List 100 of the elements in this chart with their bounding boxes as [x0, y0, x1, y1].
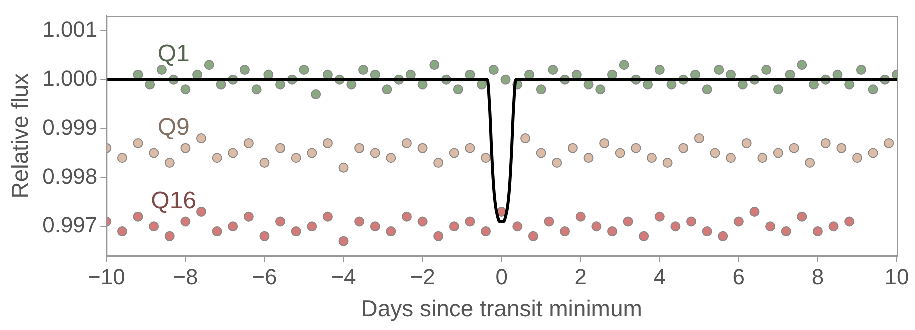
point	[465, 143, 476, 154]
point	[434, 158, 444, 168]
point	[600, 138, 610, 148]
point	[117, 153, 128, 164]
point	[536, 148, 546, 158]
y-tick-label: 1.001	[42, 16, 98, 42]
point	[338, 162, 349, 173]
x-tick-label: 2	[574, 264, 587, 290]
point	[465, 216, 476, 227]
point	[418, 216, 428, 227]
point	[291, 226, 302, 237]
point	[639, 231, 650, 242]
x-tick-label: 4	[654, 264, 666, 290]
point	[544, 216, 554, 227]
point	[844, 216, 855, 227]
point	[481, 153, 492, 164]
point	[576, 212, 586, 222]
x-tick-label: −2	[410, 264, 436, 290]
point	[196, 134, 206, 144]
x-tick-label: 10	[884, 264, 910, 290]
x-tick-label: 8	[812, 264, 824, 290]
point	[726, 153, 736, 164]
point	[805, 158, 816, 168]
point	[623, 216, 634, 227]
point	[164, 158, 175, 168]
point	[260, 158, 270, 168]
point	[212, 226, 222, 237]
point	[276, 216, 286, 227]
y-tick-label: 0.997	[42, 212, 98, 238]
point	[670, 222, 681, 232]
x-tick-label: −4	[331, 264, 356, 290]
point	[386, 226, 396, 237]
point	[133, 138, 144, 148]
point	[797, 212, 808, 222]
point	[528, 231, 538, 242]
point	[512, 222, 523, 232]
point	[520, 134, 531, 144]
point	[750, 206, 760, 217]
point	[694, 134, 704, 144]
point	[481, 226, 492, 237]
x-tick-label: −8	[173, 264, 198, 290]
point	[149, 222, 160, 232]
line-series	[106, 78, 897, 224]
point	[702, 226, 712, 237]
point	[164, 231, 175, 242]
point	[654, 212, 665, 222]
x-tick-label: 6	[732, 264, 746, 290]
point	[852, 153, 862, 164]
x-axis-title: Days since transit minimum	[361, 296, 642, 322]
point	[322, 138, 333, 148]
point	[789, 143, 800, 154]
point	[307, 148, 318, 158]
series-label: Q16	[151, 187, 197, 214]
point	[402, 138, 412, 148]
point	[646, 153, 657, 164]
point	[228, 148, 238, 158]
point	[180, 216, 191, 227]
point	[884, 138, 894, 148]
point	[434, 231, 444, 242]
point	[244, 138, 254, 148]
point	[812, 226, 823, 237]
point	[766, 222, 776, 232]
x-tick-label: −6	[252, 264, 278, 290]
series-label: Q9	[158, 114, 190, 141]
point	[228, 222, 238, 232]
y-tick-label: 1.000	[42, 66, 98, 91]
point	[276, 143, 286, 154]
point	[386, 153, 396, 164]
point	[718, 231, 728, 242]
point	[354, 143, 365, 154]
point	[568, 143, 578, 154]
y-tick-label: 0.999	[42, 114, 98, 140]
series-label: Q1	[158, 40, 190, 68]
x-tick-label: 0	[496, 264, 508, 290]
point	[322, 212, 333, 222]
point	[742, 138, 752, 148]
point	[117, 226, 128, 237]
y-axis-title: Relative flux	[7, 72, 34, 199]
point	[552, 158, 562, 168]
point	[820, 138, 831, 148]
point	[149, 148, 160, 158]
point	[180, 143, 191, 154]
point	[781, 226, 792, 237]
point	[370, 222, 380, 232]
point	[607, 226, 618, 237]
point	[734, 216, 744, 227]
point	[592, 222, 602, 232]
point	[244, 212, 254, 222]
point	[868, 148, 878, 158]
y-tick-label: 0.998	[42, 164, 98, 189]
point	[615, 148, 626, 158]
point	[291, 153, 302, 164]
point	[133, 212, 144, 222]
point	[631, 143, 642, 154]
point	[560, 226, 570, 237]
point	[449, 148, 460, 158]
point	[686, 216, 697, 227]
point	[338, 236, 349, 246]
point	[710, 148, 720, 158]
point	[354, 216, 365, 227]
